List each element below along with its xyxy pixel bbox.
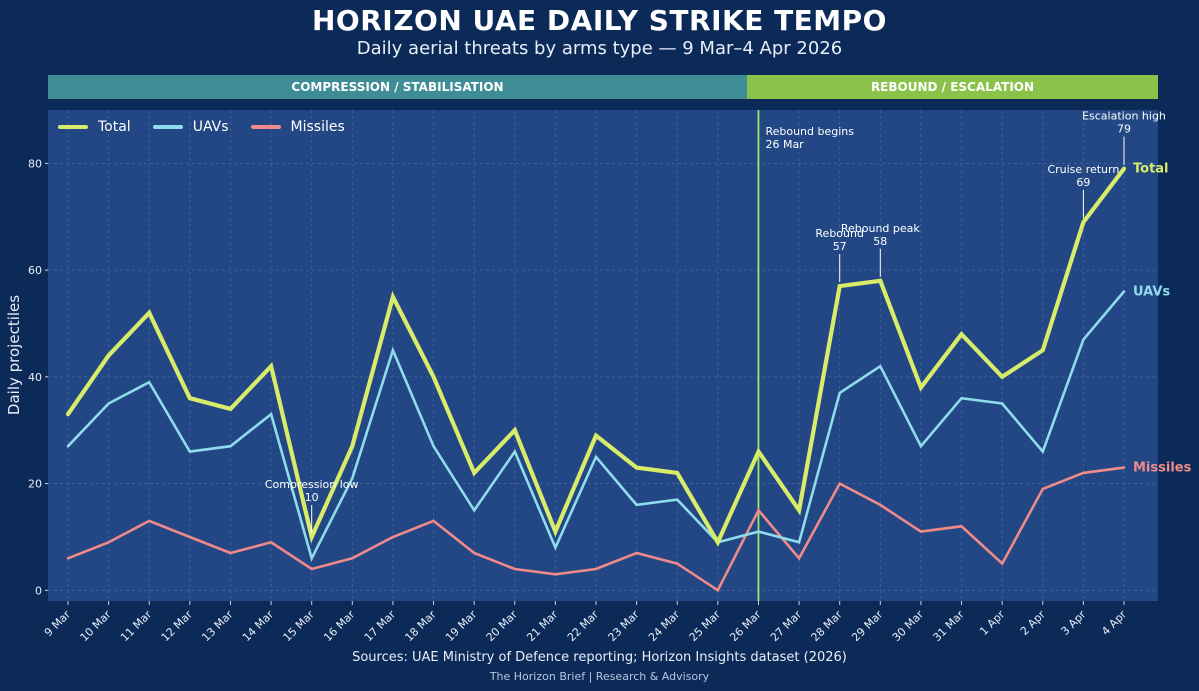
x-tick-label: 29 Mar <box>849 608 886 645</box>
annotation-label: Rebound peak <box>841 222 921 235</box>
phase-band-rebound: REBOUND / ESCALATION <box>747 75 1158 99</box>
annotation-value: 10 <box>305 491 319 504</box>
x-tick-label: 30 Mar <box>890 608 927 645</box>
annotation-value: 79 <box>1117 123 1131 136</box>
x-tick-label: 22 Mar <box>565 608 602 645</box>
divider-date-label: 26 Mar <box>765 138 804 151</box>
x-tick-label: 9 Mar <box>42 608 74 640</box>
y-tick-label: 60 <box>28 264 42 277</box>
y-axis-label: Daily projectiles <box>5 294 23 416</box>
x-tick-label: 1 Apr <box>977 608 1007 638</box>
x-tick-label: 18 Mar <box>402 608 439 645</box>
legend-label-total: Total <box>98 119 131 135</box>
y-tick-label: 80 <box>28 157 42 170</box>
chart-subtitle: Daily aerial threats by arms type — 9 Ma… <box>356 38 843 59</box>
phase-band-compression: COMPRESSION / STABILISATION <box>48 75 747 99</box>
legend-item-missiles: Missiles <box>250 119 345 135</box>
y-tick-label: 40 <box>28 371 42 384</box>
x-tick-label: 20 Mar <box>484 608 521 645</box>
x-tick-label: 21 Mar <box>524 608 561 645</box>
x-tick-label: 23 Mar <box>605 608 642 645</box>
x-tick-label: 28 Mar <box>809 608 846 645</box>
legend-item-total: Total <box>58 119 131 135</box>
divider-label: Rebound begins <box>765 125 854 138</box>
plot-area <box>48 110 1158 601</box>
annotation-label: Escalation high <box>1082 110 1166 123</box>
x-tick-label: 15 Mar <box>281 608 318 645</box>
legend-swatch-uavs <box>152 125 183 129</box>
series-line-missiles <box>66 466 1126 593</box>
x-tick-label: 12 Mar <box>159 608 196 645</box>
annotation-value: 57 <box>833 240 847 253</box>
x-tick-label: 31 Mar <box>930 608 967 645</box>
x-tick-label: 3 Apr <box>1058 608 1088 638</box>
annotation-value: 69 <box>1076 176 1090 189</box>
end-label-total: Total <box>1133 162 1169 177</box>
x-tick-label: 13 Mar <box>199 608 236 645</box>
annotation-label: Cruise return <box>1047 163 1119 176</box>
y-tick-label: 0 <box>35 584 42 597</box>
y-tick-label: 20 <box>28 478 42 491</box>
x-tick-label: 10 Mar <box>77 608 114 645</box>
x-tick-label: 27 Mar <box>768 608 805 645</box>
series-line-uavs <box>66 290 1126 562</box>
annotation-value: 58 <box>873 235 887 248</box>
x-tick-label: 26 Mar <box>727 608 764 645</box>
annotation-label: Compression low <box>265 478 359 491</box>
x-tick-label: 24 Mar <box>646 608 683 645</box>
series-line-total <box>65 166 1127 547</box>
end-label-missiles: Missiles <box>1133 461 1192 476</box>
x-tick-label: 17 Mar <box>362 608 399 645</box>
x-tick-label: 2 Apr <box>1018 608 1048 638</box>
x-tick-label: 4 Apr <box>1099 608 1129 638</box>
brand-footer: The Horizon Brief | Research & Advisory <box>489 670 710 683</box>
x-tick-label: 14 Mar <box>240 608 277 645</box>
legend-label-missiles: Missiles <box>290 119 345 135</box>
x-tick-label: 25 Mar <box>687 608 724 645</box>
legend-item-uavs: UAVs <box>152 119 229 135</box>
legend-swatch-missiles <box>250 125 281 129</box>
chart-title: HORIZON UAE DAILY STRIKE TEMPO <box>312 4 887 37</box>
x-tick-label: 16 Mar <box>321 608 358 645</box>
annotation-label: Rebound <box>815 227 864 240</box>
legend-swatch-total <box>58 125 88 129</box>
x-tick-label: 19 Mar <box>443 608 480 645</box>
legend-label-uavs: UAVs <box>192 119 229 135</box>
x-tick-label: 11 Mar <box>118 608 155 645</box>
chart-legend: Total UAVs Missiles <box>58 119 345 135</box>
sources-note: Sources: UAE Ministry of Defence reporti… <box>352 650 847 665</box>
end-label-uavs: UAVs <box>1133 284 1170 299</box>
